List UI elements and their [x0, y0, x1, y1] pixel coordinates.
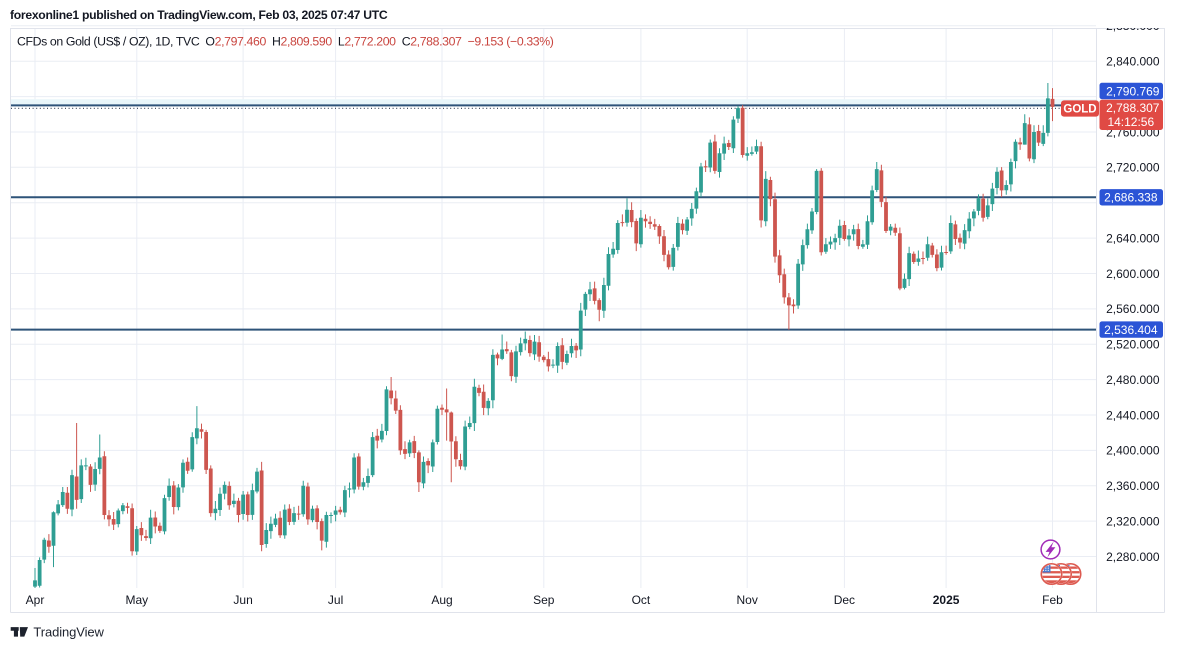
- svg-text:14:12:56: 14:12:56: [1107, 115, 1154, 129]
- svg-text:2,720.000: 2,720.000: [1106, 161, 1160, 175]
- svg-text:2,360.000: 2,360.000: [1106, 479, 1160, 493]
- svg-text:2,790.769: 2,790.769: [1106, 84, 1160, 98]
- svg-text:2,686.338: 2,686.338: [1104, 191, 1158, 205]
- svg-text:Aug: Aug: [431, 593, 452, 607]
- svg-text:Apr: Apr: [26, 593, 45, 607]
- svg-text:2,600.000: 2,600.000: [1106, 267, 1160, 281]
- svg-text:2,280.000: 2,280.000: [1106, 550, 1160, 564]
- svg-text:2,560.000: 2,560.000: [1106, 302, 1160, 316]
- svg-text:Jun: Jun: [233, 593, 252, 607]
- svg-text:2,640.000: 2,640.000: [1106, 231, 1160, 245]
- svg-text:Jul: Jul: [328, 593, 343, 607]
- svg-text:2,480.000: 2,480.000: [1106, 373, 1160, 387]
- svg-text:TradingView: TradingView: [33, 624, 104, 639]
- svg-text:2,440.000: 2,440.000: [1106, 408, 1160, 422]
- svg-text:GOLD: GOLD: [1063, 104, 1096, 116]
- svg-text:2,536.404: 2,536.404: [1104, 323, 1158, 337]
- svg-text:Feb: Feb: [1042, 593, 1063, 607]
- svg-text:forexonline1 published on Trad: forexonline1 published on TradingView.co…: [10, 8, 388, 22]
- svg-text:Dec: Dec: [834, 593, 855, 607]
- svg-text:May: May: [125, 593, 148, 607]
- svg-text:2,520.000: 2,520.000: [1106, 338, 1160, 352]
- svg-text:Sep: Sep: [533, 593, 555, 607]
- svg-text:2,840.000: 2,840.000: [1106, 55, 1160, 69]
- svg-text:2,400.000: 2,400.000: [1106, 444, 1160, 458]
- svg-text:Nov: Nov: [737, 593, 758, 607]
- svg-text:2,880.000: 2,880.000: [1106, 19, 1160, 33]
- svg-text:Oct: Oct: [632, 593, 651, 607]
- svg-text:2,788.307: 2,788.307: [1106, 101, 1160, 115]
- svg-text:CFDs on Gold (US$ / OZ), 1D, T: CFDs on Gold (US$ / OZ), 1D, TVC O2,797.…: [17, 34, 554, 48]
- svg-text:2025: 2025: [933, 593, 960, 607]
- svg-text:2,320.000: 2,320.000: [1106, 514, 1160, 528]
